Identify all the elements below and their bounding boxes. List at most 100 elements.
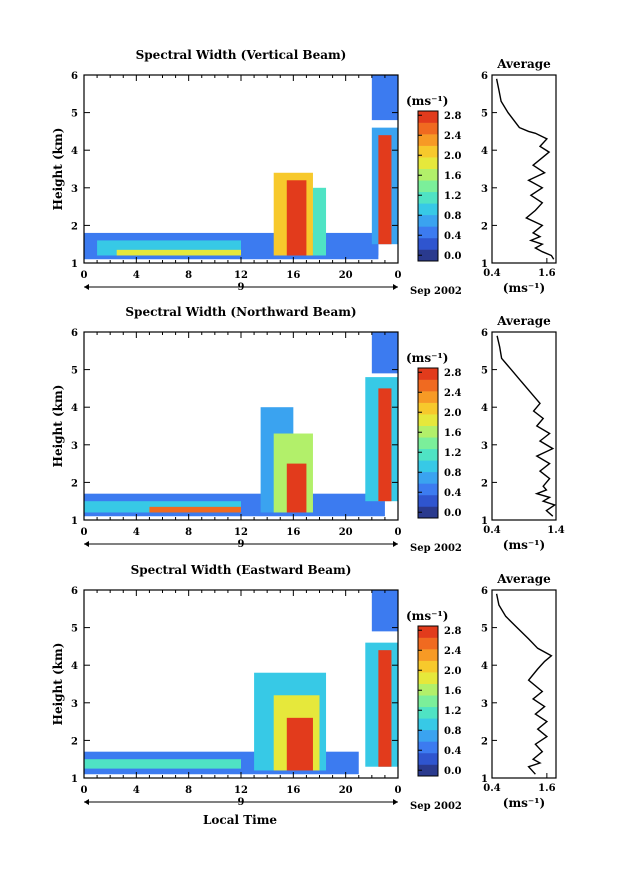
- date-label: Sep 2002: [410, 286, 462, 297]
- day-axis-arrow-left: [84, 284, 89, 290]
- y-tick-label: 2: [71, 221, 78, 232]
- colorbar-frame: [417, 110, 439, 262]
- colorbar-tick-label: 2.8: [444, 626, 461, 637]
- x-tick-label: 20: [339, 785, 353, 796]
- x-tick-label: 16: [286, 527, 300, 538]
- heatmap-cell: [312, 187, 327, 256]
- colorbar-tick-label: 2.4: [444, 388, 461, 399]
- colorbar-swatch: [418, 237, 438, 250]
- y-tick-label: 6: [71, 71, 78, 82]
- y-tick-label: 5: [71, 109, 78, 120]
- colorbar-tick-label: 1.6: [444, 428, 461, 439]
- average-x-tick-label: 0.4: [483, 268, 500, 279]
- colorbar-tick-label: 2.0: [444, 666, 461, 677]
- average-y-tick-label: 5: [481, 366, 488, 377]
- colorbar-swatch: [418, 226, 438, 239]
- average-profile-line: [495, 593, 553, 775]
- average-x-tick-label: 1.4: [547, 525, 564, 536]
- x-tick-label: 16: [286, 785, 300, 796]
- average-y-tick-label: 5: [481, 109, 488, 120]
- average-y-tick-label: 6: [481, 586, 488, 597]
- colorbar-tick-label: 0.4: [444, 488, 461, 499]
- colorbar-tick-label: 0.0: [444, 251, 461, 262]
- x-tick-label: 12: [234, 785, 248, 796]
- x-tick-label: 4: [133, 270, 140, 281]
- y-tick-label: 6: [71, 586, 78, 597]
- colorbar-unit: (ms⁻¹): [406, 94, 448, 108]
- colorbar-swatch: [418, 483, 438, 496]
- colorbar-tick-label: 0.0: [444, 766, 461, 777]
- average-y-tick-label: 2: [481, 221, 488, 232]
- average-y-tick-label: 3: [481, 441, 488, 452]
- colorbar-swatch: [418, 752, 438, 765]
- colorbar-tick-label: 0.4: [444, 746, 461, 757]
- heatmap-cell: [286, 717, 313, 771]
- y-tick-label: 4: [71, 146, 78, 157]
- colorbar-swatch: [418, 203, 438, 216]
- x-tick-label: 0: [395, 270, 402, 281]
- colorbar-swatch: [418, 111, 438, 123]
- colorbar-swatch: [418, 414, 438, 426]
- average-x-tick-label: 0.4: [483, 783, 500, 794]
- colorbar-swatch: [418, 249, 438, 262]
- date-label: Sep 2002: [410, 801, 462, 812]
- x-tick-label: 8: [185, 270, 192, 281]
- average-title: Average: [496, 57, 551, 71]
- heatmap-cell: [286, 180, 307, 256]
- y-tick-label: 1: [71, 259, 78, 270]
- average-x-tick-label: 1.6: [538, 783, 555, 794]
- colorbar-unit: (ms⁻¹): [406, 351, 448, 365]
- colorbar-frame: [417, 625, 439, 777]
- heatmap-cell: [371, 590, 398, 632]
- y-tick-label: 3: [71, 184, 78, 195]
- colorbar-swatch: [418, 764, 438, 777]
- heatmap-cell: [84, 759, 241, 769]
- colorbar-swatch: [418, 729, 438, 742]
- panel-2: Spectral Width (Eastward Beam)123456Heig…: [51, 563, 557, 812]
- y-tick-label: 1: [71, 516, 78, 527]
- x-tick-label: 4: [133, 527, 140, 538]
- colorbar-tick-label: 0.4: [444, 231, 461, 242]
- x-tick-label: 16: [286, 270, 300, 281]
- colorbar-frame: [417, 367, 439, 519]
- heatmap-cell: [149, 506, 241, 513]
- average-y-tick-label: 2: [481, 478, 488, 489]
- day-label: 9: [238, 539, 245, 550]
- x-tick-label: 8: [185, 527, 192, 538]
- colorbar-tick-label: 1.2: [444, 448, 461, 459]
- colorbar-tick-label: 0.8: [444, 468, 461, 479]
- colorbar-tick-label: 2.8: [444, 111, 461, 122]
- colorbar-tick-label: 2.8: [444, 368, 461, 379]
- x-tick-label: 0: [81, 785, 88, 796]
- y-axis-label: Height (km): [51, 643, 65, 726]
- day-label: 9: [238, 282, 245, 293]
- average-profile-line: [496, 335, 557, 517]
- average-y-tick-label: 3: [481, 699, 488, 710]
- colorbar-tick-label: 0.8: [444, 726, 461, 737]
- average-unit: (ms⁻¹): [503, 538, 545, 552]
- colorbar-tick-label: 2.4: [444, 646, 461, 657]
- y-tick-label: 2: [71, 478, 78, 489]
- colorbar-swatch: [418, 214, 438, 227]
- x-tick-label: 0: [81, 270, 88, 281]
- y-tick-label: 3: [71, 699, 78, 710]
- colorbar-swatch: [418, 695, 438, 708]
- average-y-tick-label: 2: [481, 736, 488, 747]
- colorbar-swatch: [418, 122, 438, 135]
- average-x-tick-label: 0.4: [483, 525, 500, 536]
- day-axis-arrow-left: [84, 799, 89, 805]
- colorbar-swatch: [418, 157, 438, 169]
- y-tick-label: 1: [71, 774, 78, 785]
- x-tick-label: 8: [185, 785, 192, 796]
- heatmap-cell: [319, 501, 372, 513]
- average-unit: (ms⁻¹): [503, 796, 545, 810]
- average-unit: (ms⁻¹): [503, 281, 545, 295]
- average-x-tick-label: 1.6: [538, 268, 555, 279]
- colorbar-swatch: [418, 494, 438, 507]
- x-tick-label: 4: [133, 785, 140, 796]
- average-frame: [491, 331, 557, 521]
- colorbar-tick-label: 2.4: [444, 131, 461, 142]
- average-y-tick-label: 3: [481, 184, 488, 195]
- y-axis-label: Height (km): [51, 385, 65, 468]
